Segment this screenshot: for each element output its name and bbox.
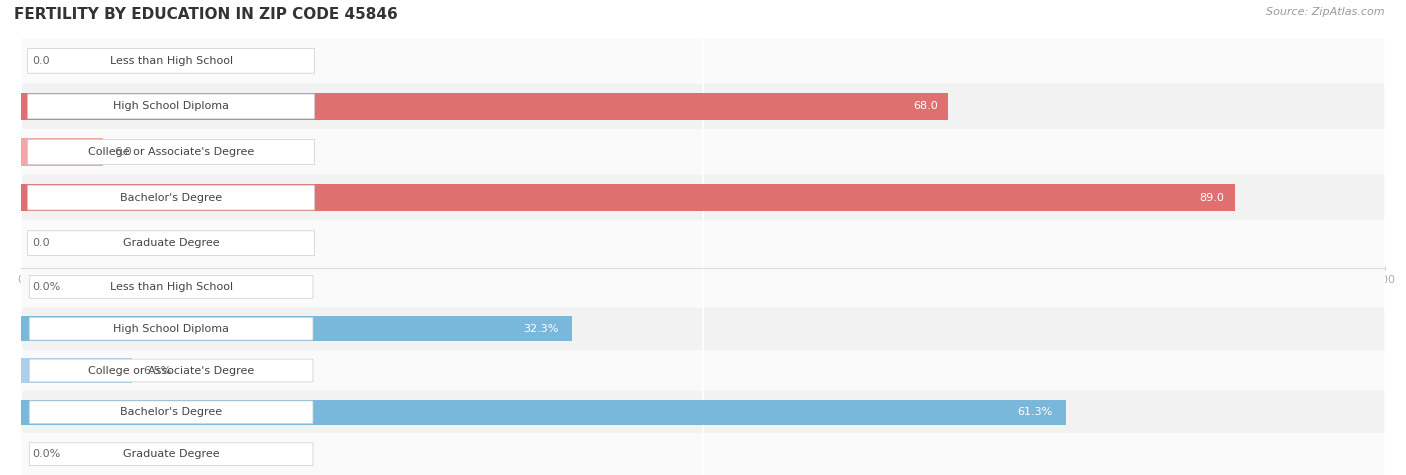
Text: High School Diploma: High School Diploma xyxy=(112,101,229,112)
Text: 32.3%: 32.3% xyxy=(523,323,558,334)
Text: Bachelor's Degree: Bachelor's Degree xyxy=(120,407,222,418)
Text: Less than High School: Less than High School xyxy=(110,56,232,66)
Text: Source: ZipAtlas.com: Source: ZipAtlas.com xyxy=(1267,7,1385,17)
Bar xyxy=(21,400,1066,425)
Text: Graduate Degree: Graduate Degree xyxy=(122,449,219,459)
Bar xyxy=(21,358,132,383)
FancyBboxPatch shape xyxy=(28,140,315,164)
Bar xyxy=(21,266,1385,308)
FancyBboxPatch shape xyxy=(30,317,314,340)
Bar xyxy=(21,391,1385,433)
Bar xyxy=(21,138,103,166)
Text: College or Associate's Degree: College or Associate's Degree xyxy=(89,147,254,157)
Text: 0.0%: 0.0% xyxy=(32,282,60,292)
Text: 0.0%: 0.0% xyxy=(32,449,60,459)
Text: 89.0: 89.0 xyxy=(1199,192,1225,203)
Text: College or Associate's Degree: College or Associate's Degree xyxy=(89,365,254,376)
Text: 6.5%: 6.5% xyxy=(143,365,172,376)
FancyBboxPatch shape xyxy=(30,276,314,298)
Text: FERTILITY BY EDUCATION IN ZIP CODE 45846: FERTILITY BY EDUCATION IN ZIP CODE 45846 xyxy=(14,7,398,22)
Bar xyxy=(21,175,1385,220)
Text: 0.0: 0.0 xyxy=(32,238,49,248)
Bar xyxy=(21,316,572,341)
FancyBboxPatch shape xyxy=(28,48,315,73)
FancyBboxPatch shape xyxy=(30,401,314,424)
Text: Less than High School: Less than High School xyxy=(110,282,232,292)
FancyBboxPatch shape xyxy=(30,443,314,466)
Bar xyxy=(21,433,1385,475)
Text: Bachelor's Degree: Bachelor's Degree xyxy=(120,192,222,203)
Bar xyxy=(21,93,949,120)
FancyBboxPatch shape xyxy=(28,94,315,119)
Bar xyxy=(21,184,1234,211)
FancyBboxPatch shape xyxy=(28,231,315,256)
Text: 68.0: 68.0 xyxy=(912,101,938,112)
Bar xyxy=(21,84,1385,129)
Text: 61.3%: 61.3% xyxy=(1017,407,1053,418)
Bar xyxy=(21,38,1385,84)
FancyBboxPatch shape xyxy=(28,185,315,210)
Text: Graduate Degree: Graduate Degree xyxy=(122,238,219,248)
Text: 0.0: 0.0 xyxy=(32,56,49,66)
Bar xyxy=(21,350,1385,391)
Text: High School Diploma: High School Diploma xyxy=(112,323,229,334)
Text: 6.0: 6.0 xyxy=(114,147,131,157)
FancyBboxPatch shape xyxy=(30,359,314,382)
Bar xyxy=(21,308,1385,350)
Bar xyxy=(21,220,1385,266)
Bar xyxy=(21,129,1385,175)
